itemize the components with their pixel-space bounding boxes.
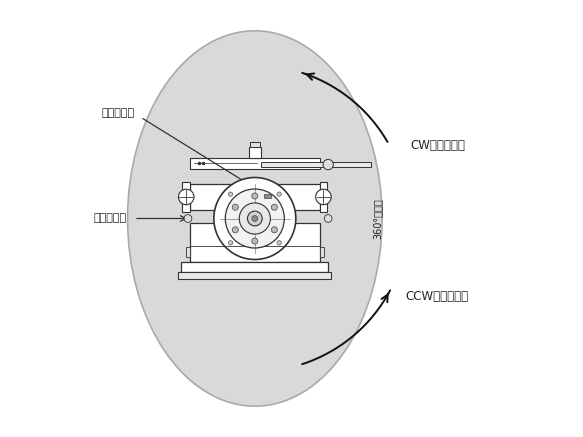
Bar	[250, 142, 259, 147]
Circle shape	[232, 204, 238, 210]
Ellipse shape	[128, 31, 382, 406]
Text: CCW方向（－）: CCW方向（－）	[406, 290, 469, 303]
Bar	[264, 194, 271, 198]
Bar	[319, 182, 327, 212]
Circle shape	[252, 193, 258, 199]
Bar	[190, 223, 319, 262]
Bar	[249, 147, 261, 158]
Text: 360°注１）: 360°注１）	[373, 198, 383, 239]
Circle shape	[271, 227, 278, 233]
Circle shape	[229, 241, 233, 245]
Circle shape	[324, 215, 332, 222]
Text: 原点マーク: 原点マーク	[101, 108, 135, 118]
Circle shape	[277, 192, 282, 196]
Circle shape	[229, 192, 233, 196]
Circle shape	[232, 227, 238, 233]
Circle shape	[239, 203, 271, 234]
Circle shape	[225, 189, 285, 248]
Bar	[186, 246, 190, 257]
Circle shape	[271, 204, 278, 210]
Circle shape	[323, 160, 333, 170]
Bar	[261, 162, 371, 167]
Circle shape	[247, 211, 262, 226]
Bar	[319, 246, 324, 257]
Circle shape	[252, 238, 258, 244]
Bar	[190, 184, 319, 210]
Bar	[181, 262, 328, 272]
Bar	[182, 182, 190, 212]
Circle shape	[214, 177, 296, 260]
Text: 原点注２）: 原点注２）	[93, 214, 126, 223]
Circle shape	[315, 189, 331, 205]
Bar	[178, 272, 331, 279]
Circle shape	[184, 215, 192, 222]
Circle shape	[178, 189, 194, 205]
Text: CW方向（＋）: CW方向（＋）	[410, 139, 465, 152]
Circle shape	[252, 215, 258, 222]
Circle shape	[277, 241, 282, 245]
Bar	[190, 158, 319, 169]
